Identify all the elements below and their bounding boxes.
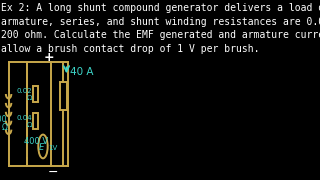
Text: Ω: Ω (2, 123, 7, 132)
Text: Ω: Ω (27, 95, 32, 101)
Text: 40 A: 40 A (70, 67, 94, 77)
Text: E: E (39, 143, 44, 152)
Text: +: + (43, 51, 54, 64)
Bar (33, 113, 38, 129)
Bar (33, 86, 38, 102)
Text: 0.04: 0.04 (17, 115, 32, 121)
Text: 200: 200 (0, 115, 7, 124)
Text: 0.02: 0.02 (17, 88, 32, 94)
Text: 1V: 1V (48, 145, 58, 151)
Bar (60, 82, 67, 110)
Text: Ω: Ω (27, 122, 32, 128)
Text: 400 V: 400 V (24, 137, 48, 146)
Text: Ex 2: A long shunt compound generator delivers a load of 40 A at 400 V. The
arma: Ex 2: A long shunt compound generator de… (1, 3, 320, 54)
Text: −: − (47, 166, 58, 179)
